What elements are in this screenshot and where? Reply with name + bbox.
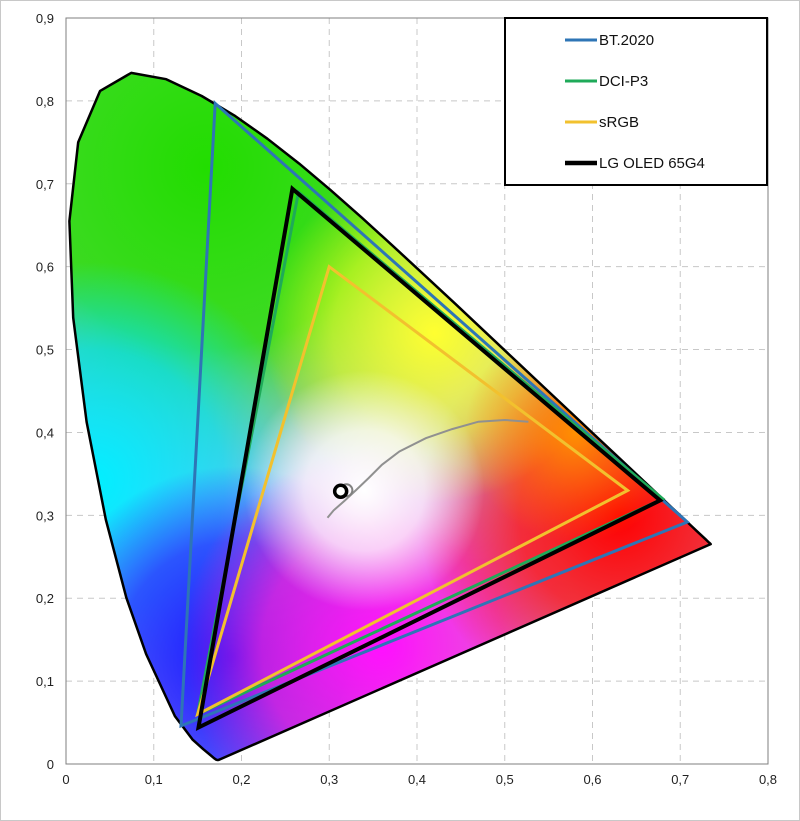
- legend: BT.2020 DCI-P3 sRGB LG OLED 65G4: [504, 17, 768, 186]
- y-tick-label: 0: [47, 757, 54, 772]
- legend-label: sRGB: [599, 114, 639, 131]
- plot-area-border: [65, 17, 769, 765]
- y-tick-label: 0,5: [36, 343, 54, 358]
- x-tick-label: 0,2: [232, 772, 250, 787]
- x-tick-label: 0,4: [408, 772, 426, 787]
- x-tick-label: 0,6: [583, 772, 601, 787]
- y-tick-label: 0,9: [36, 11, 54, 26]
- x-tick-label: 0,3: [320, 772, 338, 787]
- gamut-triangle-lg-oled-65g4: [195, 185, 664, 732]
- planckian-locus: [326, 418, 529, 519]
- y-tick-label: 0,1: [36, 674, 54, 689]
- y-tick-label: 0,6: [36, 260, 54, 275]
- y-tick-label: 0,4: [36, 425, 54, 440]
- x-tick-label: 0: [62, 772, 69, 787]
- legend-label: LG OLED 65G4: [599, 155, 705, 172]
- y-tick-label: 0,7: [36, 177, 54, 192]
- gamut-triangle-bt-2020: [179, 100, 691, 729]
- legend-label: DCI-P3: [599, 73, 648, 90]
- x-tick-label: 0,8: [759, 772, 777, 787]
- spectral-locus-outline: [68, 71, 712, 762]
- legend-box: [504, 17, 768, 186]
- y-tick-label: 0,8: [36, 94, 54, 109]
- y-tick-label: 0,2: [36, 591, 54, 606]
- measured-white-point: [332, 483, 349, 500]
- y-tick-label: 0,3: [36, 508, 54, 523]
- x-tick-label: 0,5: [496, 772, 514, 787]
- gamut-triangle-srgb: [195, 264, 631, 718]
- x-tick-label: 0,7: [671, 772, 689, 787]
- x-tick-label: 0,1: [145, 772, 163, 787]
- legend-label: BT.2020: [599, 32, 654, 49]
